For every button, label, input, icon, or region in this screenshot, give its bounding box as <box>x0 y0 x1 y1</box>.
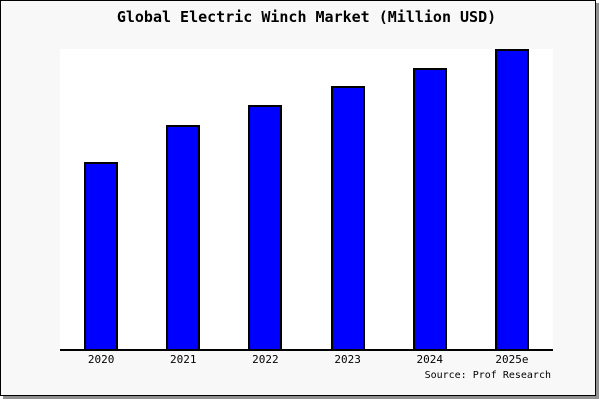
x-tick-label: 2022 <box>252 353 279 366</box>
bar-column <box>307 49 389 349</box>
x-tick-label: 2021 <box>170 353 197 366</box>
bar-column <box>142 49 224 349</box>
bar-column <box>224 49 306 349</box>
x-tick-label: 2020 <box>87 353 115 366</box>
bar-2022 <box>248 105 283 349</box>
bar-column <box>471 49 553 349</box>
bar-column <box>60 49 142 349</box>
bars-container <box>60 49 553 349</box>
x-axis-labels: 2020 2021 2022 2023 2024 2025e <box>60 353 553 367</box>
plot-area <box>60 49 553 351</box>
bar-2025e <box>494 49 529 349</box>
bar-2020 <box>84 162 119 349</box>
chart-title: Global Electric Winch Market (Million US… <box>116 8 497 26</box>
x-tick-label: 2025e <box>495 353 529 366</box>
bar-2024 <box>412 67 447 349</box>
bar-column <box>389 49 471 349</box>
x-tick-label: 2024 <box>416 353 444 366</box>
x-tick-label: 2023 <box>334 353 361 366</box>
bar-2021 <box>166 124 201 349</box>
bar-2023 <box>330 85 365 349</box>
source-credit: Source: Prof Research <box>424 370 551 381</box>
